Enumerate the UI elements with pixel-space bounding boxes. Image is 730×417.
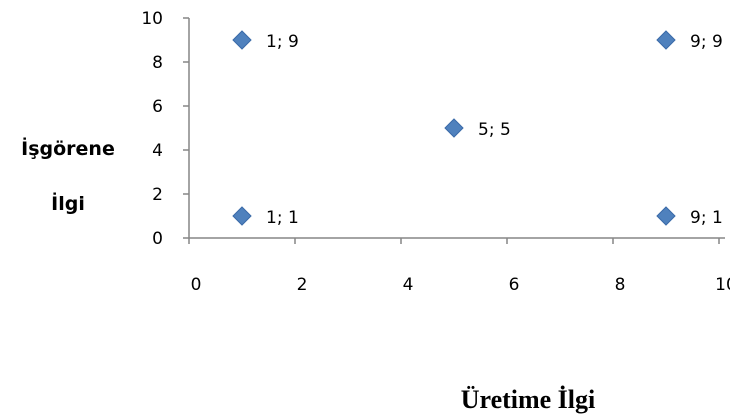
y-tick-label: 0	[152, 229, 163, 249]
y-axis-title-line-2: İlgi	[51, 191, 85, 215]
y-tick-label: 10	[141, 9, 163, 29]
data-point-marker	[232, 30, 252, 50]
y-axis-title: İşgörene İlgi	[21, 136, 115, 215]
data-point-label: 9; 9	[690, 32, 723, 52]
y-tick-label: 8	[152, 53, 163, 73]
y-tick-label: 4	[152, 141, 163, 161]
y-axis-title-line-1: İşgörene	[21, 136, 115, 160]
x-tick-label: 10	[715, 275, 730, 295]
data-point-label: 1; 1	[266, 208, 299, 228]
x-tick-label: 8	[615, 275, 626, 295]
data-point-label: 9; 1	[690, 208, 723, 228]
y-tick-label: 2	[152, 185, 163, 205]
data-point-marker	[656, 206, 676, 226]
y-tick-label: 6	[152, 97, 163, 117]
data-point-label: 5; 5	[478, 120, 511, 140]
data-point-marker	[444, 118, 464, 138]
x-tick-label: 4	[403, 275, 414, 295]
x-tick-label: 2	[297, 275, 308, 295]
x-axis-title: Üretime İlgi	[461, 385, 596, 414]
data-point-marker	[232, 206, 252, 226]
x-tick-label: 0	[191, 275, 202, 295]
data-point-label: 1; 9	[266, 32, 299, 52]
plot-area: 0 2 4 6 8 10 0 2 4 6 8 10 1; 9 9; 9 5; 5 1; 1 9; 1	[141, 9, 730, 295]
data-point-marker	[656, 30, 676, 50]
x-tick-label: 6	[509, 275, 520, 295]
